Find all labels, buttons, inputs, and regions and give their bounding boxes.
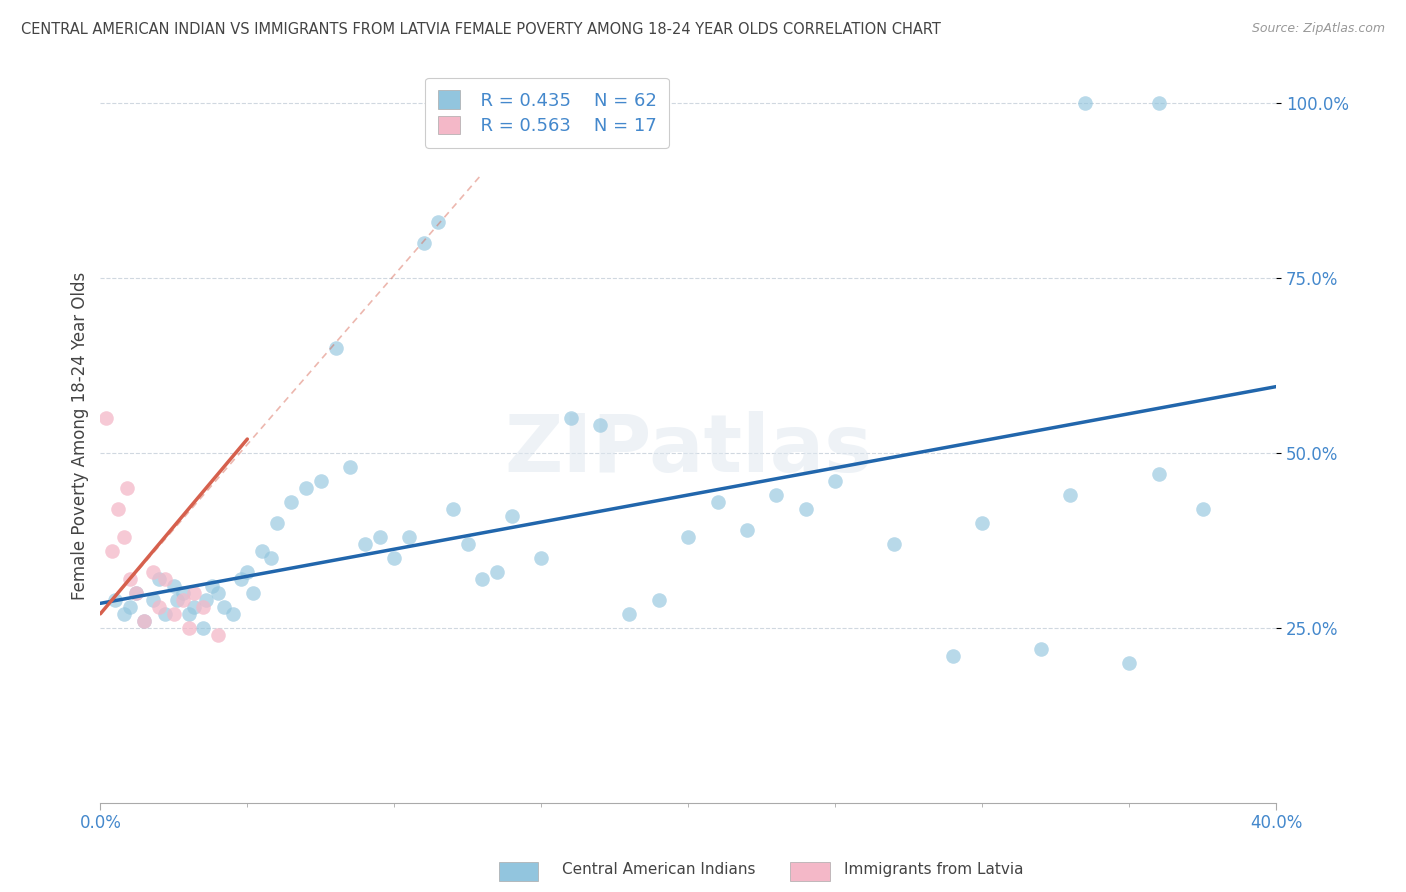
Point [195,592,218,607]
Point [212,599,235,614]
Point [148,572,170,586]
Text: Central American Indians: Central American Indians [562,863,756,877]
Point [236,565,259,579]
Point [118,599,141,614]
Point [824,474,846,488]
Point [765,488,787,502]
Point [530,550,553,565]
Point [124,586,146,600]
Point [1147,96,1170,111]
Point [1059,488,1081,502]
Point [354,537,377,551]
Point [172,586,194,600]
Point [325,341,347,355]
Point [101,544,124,558]
Point [107,502,129,516]
Point [339,460,361,475]
Point [457,537,479,551]
Point [648,592,671,607]
Point [589,418,612,433]
Point [148,599,170,614]
Point [441,502,464,516]
Point [177,621,200,635]
Point [794,502,817,516]
Point [153,607,176,621]
Point [1147,467,1170,481]
Point [706,495,728,509]
Point [735,523,758,537]
Point [183,586,205,600]
Point [177,607,200,621]
Point [260,550,283,565]
Point [166,592,188,607]
Point [942,648,965,663]
Point [134,614,156,628]
Text: CENTRAL AMERICAN INDIAN VS IMMIGRANTS FROM LATVIA FEMALE POVERTY AMONG 18-24 YEA: CENTRAL AMERICAN INDIAN VS IMMIGRANTS FR… [21,22,941,37]
Point [112,530,135,544]
Point [115,481,138,495]
Point [163,607,186,621]
Point [676,530,699,544]
Text: Immigrants from Latvia: Immigrants from Latvia [844,863,1024,877]
Point [112,607,135,621]
Point [1074,96,1097,111]
Point [221,607,243,621]
Point [183,599,205,614]
Point [142,592,165,607]
Point [486,565,509,579]
Point [134,614,156,628]
Point [1118,656,1140,670]
Point [242,586,264,600]
Point [1191,502,1213,516]
Point [471,572,494,586]
Point [412,236,434,251]
Point [309,474,332,488]
Point [1029,641,1052,656]
Point [382,550,405,565]
Text: Source: ZipAtlas.com: Source: ZipAtlas.com [1251,22,1385,36]
Point [172,592,194,607]
Legend:   R = 0.435    N = 62,   R = 0.563    N = 17: R = 0.435 N = 62, R = 0.563 N = 17 [425,78,669,148]
Point [619,607,641,621]
Point [153,572,176,586]
Point [266,516,288,530]
Point [427,215,450,229]
Point [398,530,420,544]
Point [142,565,165,579]
Point [972,516,994,530]
Point [193,599,215,614]
Point [250,544,273,558]
Point [280,495,302,509]
Point [207,628,229,642]
Point [231,572,253,586]
Point [883,537,905,551]
Point [207,586,229,600]
Y-axis label: Female Poverty Among 18-24 Year Olds: Female Poverty Among 18-24 Year Olds [72,271,89,599]
Point [124,586,146,600]
Point [118,572,141,586]
Point [104,592,127,607]
Point [96,411,118,425]
Text: ZIPatlas: ZIPatlas [505,411,872,489]
Point [193,621,215,635]
Point [201,579,224,593]
Point [501,508,523,523]
Point [163,579,186,593]
Point [295,481,318,495]
Point [560,411,582,425]
Point [368,530,391,544]
